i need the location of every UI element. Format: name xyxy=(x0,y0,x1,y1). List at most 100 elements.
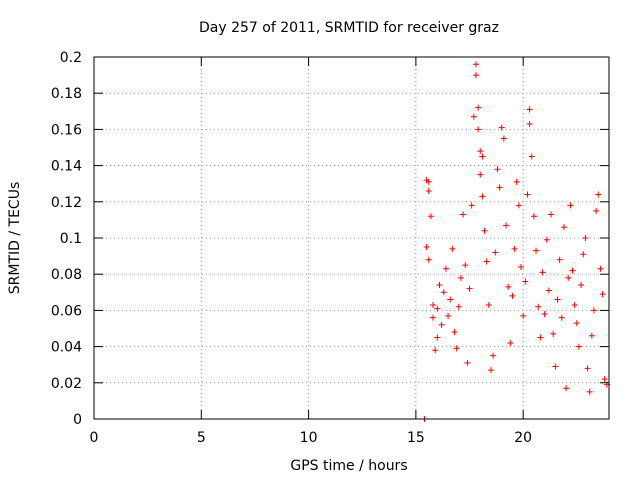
data-point xyxy=(445,312,452,319)
data-point xyxy=(535,303,542,310)
y-tick-label: 0.02 xyxy=(51,376,82,392)
data-point xyxy=(432,347,439,354)
data-point xyxy=(498,124,505,131)
data-point xyxy=(479,193,486,200)
data-point xyxy=(460,211,467,218)
data-point xyxy=(530,213,537,220)
grid xyxy=(94,57,609,419)
data-point xyxy=(434,334,441,341)
plot-frame xyxy=(93,56,610,420)
data-point xyxy=(571,301,578,308)
data-point xyxy=(442,265,449,272)
chart-title: Day 257 of 2011, SRMTID for receiver gra… xyxy=(199,20,499,36)
data-point xyxy=(507,339,514,346)
data-point xyxy=(434,305,441,312)
data-point xyxy=(425,178,432,185)
data-point xyxy=(451,329,458,336)
data-point xyxy=(569,267,576,274)
data-point xyxy=(586,388,593,395)
data-point xyxy=(537,334,544,341)
data-point xyxy=(479,153,486,160)
y-tick-label: 0.12 xyxy=(51,195,82,211)
y-tick-label: 0.06 xyxy=(51,303,82,319)
y-tick-label: 0.2 xyxy=(60,50,82,66)
data-point xyxy=(599,291,606,298)
data-point xyxy=(438,321,445,328)
data-point xyxy=(526,106,533,113)
x-axis-label: GPS time / hours xyxy=(290,458,407,474)
data-points xyxy=(421,61,610,422)
data-point xyxy=(468,202,475,209)
y-tick-label: 0 xyxy=(73,412,82,428)
data-point xyxy=(545,287,552,294)
x-tick-label: 15 xyxy=(407,430,425,446)
data-point xyxy=(436,282,443,289)
y-tick-label: 0.1 xyxy=(60,231,82,247)
data-point xyxy=(466,285,473,292)
data-point xyxy=(470,113,477,120)
data-point xyxy=(490,352,497,359)
data-point xyxy=(539,269,546,276)
data-point xyxy=(423,244,430,251)
data-point xyxy=(550,330,557,337)
data-point xyxy=(522,278,529,285)
data-point xyxy=(447,296,454,303)
data-point xyxy=(464,359,471,366)
data-point xyxy=(533,247,540,254)
data-point xyxy=(462,262,469,269)
data-point xyxy=(518,263,525,270)
data-point xyxy=(455,303,462,310)
data-point xyxy=(503,222,509,229)
y-tick-label: 0.14 xyxy=(51,159,82,175)
data-point xyxy=(556,256,563,263)
data-point xyxy=(475,104,482,111)
data-point xyxy=(578,282,585,289)
data-point xyxy=(524,191,531,198)
data-point xyxy=(500,135,507,142)
data-point xyxy=(477,148,484,155)
data-point xyxy=(520,312,527,319)
y-tick-label: 0.16 xyxy=(51,122,82,138)
x-tick-label: 0 xyxy=(90,430,99,446)
data-point xyxy=(588,332,595,339)
data-point xyxy=(427,213,434,220)
data-point xyxy=(526,120,533,127)
data-point xyxy=(425,256,432,263)
data-point xyxy=(573,320,580,327)
data-point xyxy=(505,283,512,290)
data-point xyxy=(543,236,550,243)
y-tick-label: 0.04 xyxy=(51,340,82,356)
data-point xyxy=(580,251,587,258)
data-point xyxy=(558,314,565,321)
y-axis-label: SRMTID / TECUs xyxy=(7,182,23,295)
data-point xyxy=(567,202,574,209)
data-point xyxy=(590,307,597,314)
data-point xyxy=(477,171,484,178)
data-point xyxy=(472,61,479,68)
data-point xyxy=(430,314,437,321)
data-point xyxy=(528,153,535,160)
data-point xyxy=(494,166,501,173)
data-point xyxy=(560,224,567,231)
data-point xyxy=(425,187,432,194)
data-point xyxy=(584,365,591,372)
x-tick-label: 5 xyxy=(197,430,206,446)
data-point xyxy=(601,376,608,383)
data-point xyxy=(472,72,479,79)
data-point xyxy=(449,245,456,252)
data-point xyxy=(453,345,460,352)
data-point xyxy=(513,178,520,185)
data-point xyxy=(548,211,555,218)
data-point xyxy=(487,367,494,374)
x-axis: 0 5 10 15 20 xyxy=(90,57,532,446)
data-point xyxy=(440,289,447,296)
data-point xyxy=(541,311,548,318)
data-point xyxy=(595,191,602,198)
data-point xyxy=(565,274,572,281)
data-point xyxy=(475,126,482,133)
data-point xyxy=(582,235,589,241)
y-tick-label: 0.08 xyxy=(51,267,82,283)
data-point xyxy=(485,301,492,308)
data-point xyxy=(509,292,516,299)
data-point xyxy=(552,363,559,370)
